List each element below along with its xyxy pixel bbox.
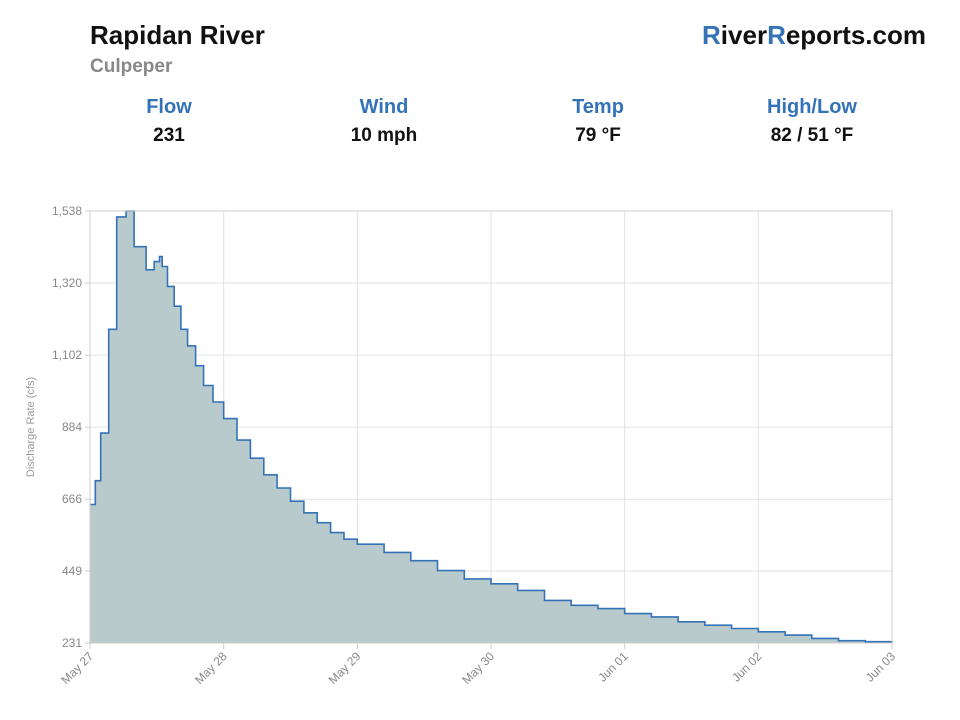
river-name: Rapidan River	[90, 20, 265, 50]
x-tick-label: May 28	[192, 649, 230, 687]
y-tick-label: 666	[62, 492, 82, 506]
y-axis-label: Discharge Rate (cfs)	[25, 377, 37, 477]
logo-initial-r2: R	[767, 20, 786, 50]
x-tick-label: Jun 03	[863, 649, 899, 685]
x-tick-label: Jun 02	[729, 649, 765, 685]
stat-flow: Flow 231	[79, 96, 259, 147]
x-tick-label: May 27	[58, 649, 96, 687]
stat-wind: Wind 10 mph	[294, 96, 474, 147]
logo-text-iver: iver	[720, 20, 768, 50]
stat-temp: Temp 79 °F	[508, 96, 688, 147]
stat-high-low-value: 82 / 51 °F	[770, 125, 854, 146]
stat-high-low-label: High/Low	[767, 96, 857, 118]
site-logo[interactable]: RiverReports.com	[702, 20, 926, 51]
discharge-line	[90, 210, 893, 643]
y-tick-label: 231	[62, 636, 82, 650]
x-tick-label: May 30	[459, 649, 497, 687]
logo-text-eports: eports.com	[785, 20, 926, 50]
x-tick-label: Jun 01	[595, 649, 631, 685]
y-tick-label: 449	[62, 564, 82, 578]
stat-temp-label: Temp	[572, 96, 624, 118]
y-tick-label: 884	[62, 420, 82, 434]
stat-flow-value: 231	[153, 125, 185, 146]
stat-flow-label: Flow	[146, 96, 192, 118]
location-name: Culpeper	[90, 56, 173, 77]
y-tick-label: 1,320	[52, 276, 82, 290]
x-axis-ticks: May 27 May 28 May 29 May 30 Jun 01 Jun 02 Jun …	[58, 643, 898, 687]
stat-temp-value: 79 °F	[575, 125, 621, 146]
discharge-area	[90, 211, 892, 643]
stat-high-low: High/Low 82 / 51 °F	[722, 96, 902, 147]
y-tick-label: 1,538	[52, 204, 82, 218]
stat-wind-value: 10 mph	[350, 125, 418, 146]
stat-wind-label: Wind	[359, 96, 409, 118]
y-tick-label: 1,102	[52, 348, 82, 362]
y-axis-ticks: 231 449 666 884 1,102 1,320 1,538	[52, 204, 90, 650]
logo-initial-r: R	[702, 20, 721, 50]
x-tick-label: May 29	[326, 649, 364, 687]
